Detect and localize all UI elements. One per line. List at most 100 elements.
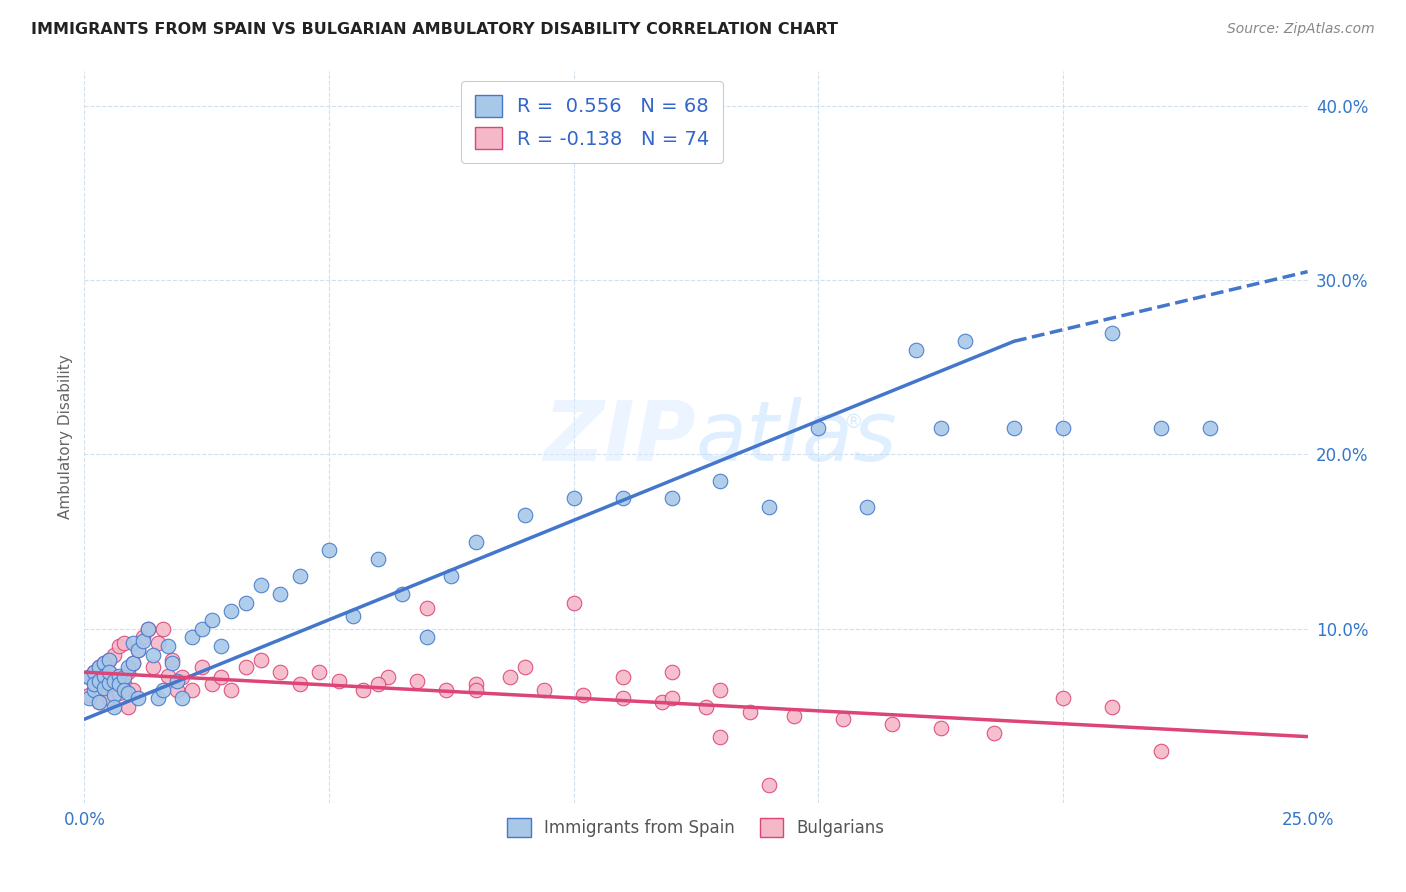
- Point: [235, 660, 257, 674]
- Point: [1150, 743, 1173, 757]
- Point: [152, 622, 174, 636]
- Point: [142, 660, 165, 674]
- Point: [905, 343, 928, 357]
- Point: [783, 708, 806, 723]
- Point: [156, 668, 179, 682]
- Point: [651, 695, 673, 709]
- Point: [709, 730, 731, 744]
- Point: [77, 670, 100, 684]
- Point: [122, 682, 145, 697]
- Point: [391, 587, 413, 601]
- Point: [440, 569, 463, 583]
- Point: [132, 631, 155, 645]
- Point: [288, 677, 311, 691]
- Point: [200, 677, 222, 691]
- Text: Source: ZipAtlas.com: Source: ZipAtlas.com: [1227, 22, 1375, 37]
- Point: [97, 675, 120, 690]
- Point: [117, 665, 139, 680]
- Legend: Immigrants from Spain, Bulgarians: Immigrants from Spain, Bulgarians: [499, 810, 893, 846]
- Point: [929, 721, 952, 735]
- Point: [146, 635, 169, 649]
- Point: [83, 673, 105, 688]
- Point: [191, 622, 214, 636]
- Point: [127, 642, 149, 657]
- Point: [661, 491, 683, 505]
- Point: [87, 660, 110, 674]
- Point: [162, 657, 184, 671]
- Point: [97, 653, 120, 667]
- Point: [93, 681, 115, 695]
- Point: [318, 543, 340, 558]
- Text: ZIP: ZIP: [543, 397, 696, 477]
- Point: [112, 635, 135, 649]
- Point: [93, 657, 115, 671]
- Point: [181, 682, 204, 697]
- Point: [661, 691, 683, 706]
- Point: [416, 600, 439, 615]
- Point: [87, 660, 110, 674]
- Point: [93, 677, 115, 691]
- Point: [162, 653, 184, 667]
- Point: [172, 670, 194, 684]
- Point: [416, 631, 439, 645]
- Point: [1101, 700, 1123, 714]
- Point: [464, 682, 486, 697]
- Point: [107, 668, 129, 682]
- Point: [209, 639, 232, 653]
- Point: [1052, 421, 1074, 435]
- Point: [572, 688, 595, 702]
- Point: [87, 673, 110, 688]
- Point: [249, 653, 271, 667]
- Text: ®: ®: [842, 413, 862, 432]
- Point: [166, 682, 188, 697]
- Point: [269, 665, 291, 680]
- Point: [122, 657, 145, 671]
- Point: [308, 665, 330, 680]
- Point: [200, 613, 222, 627]
- Point: [112, 682, 135, 697]
- Point: [209, 670, 232, 684]
- Point: [77, 670, 100, 684]
- Point: [77, 688, 100, 702]
- Point: [929, 421, 952, 435]
- Point: [77, 691, 100, 706]
- Point: [97, 665, 120, 680]
- Point: [103, 670, 125, 684]
- Point: [856, 500, 879, 514]
- Point: [807, 421, 830, 435]
- Point: [112, 670, 135, 684]
- Point: [342, 609, 364, 624]
- Point: [709, 682, 731, 697]
- Point: [172, 691, 194, 706]
- Point: [132, 633, 155, 648]
- Point: [97, 665, 120, 680]
- Point: [288, 569, 311, 583]
- Point: [166, 673, 188, 688]
- Point: [93, 668, 115, 682]
- Point: [127, 642, 149, 657]
- Point: [533, 682, 555, 697]
- Text: atlas: atlas: [696, 397, 897, 477]
- Point: [122, 635, 145, 649]
- Point: [87, 695, 110, 709]
- Point: [103, 700, 125, 714]
- Point: [695, 700, 717, 714]
- Point: [97, 691, 120, 706]
- Y-axis label: Ambulatory Disability: Ambulatory Disability: [58, 355, 73, 519]
- Point: [1052, 691, 1074, 706]
- Point: [661, 665, 683, 680]
- Point: [156, 639, 179, 653]
- Point: [269, 587, 291, 601]
- Point: [83, 665, 105, 680]
- Point: [562, 595, 585, 609]
- Point: [1150, 421, 1173, 435]
- Point: [152, 682, 174, 697]
- Point: [738, 705, 761, 719]
- Point: [103, 673, 125, 688]
- Point: [499, 670, 522, 684]
- Point: [352, 682, 374, 697]
- Point: [612, 670, 634, 684]
- Point: [249, 578, 271, 592]
- Point: [328, 673, 350, 688]
- Point: [107, 686, 129, 700]
